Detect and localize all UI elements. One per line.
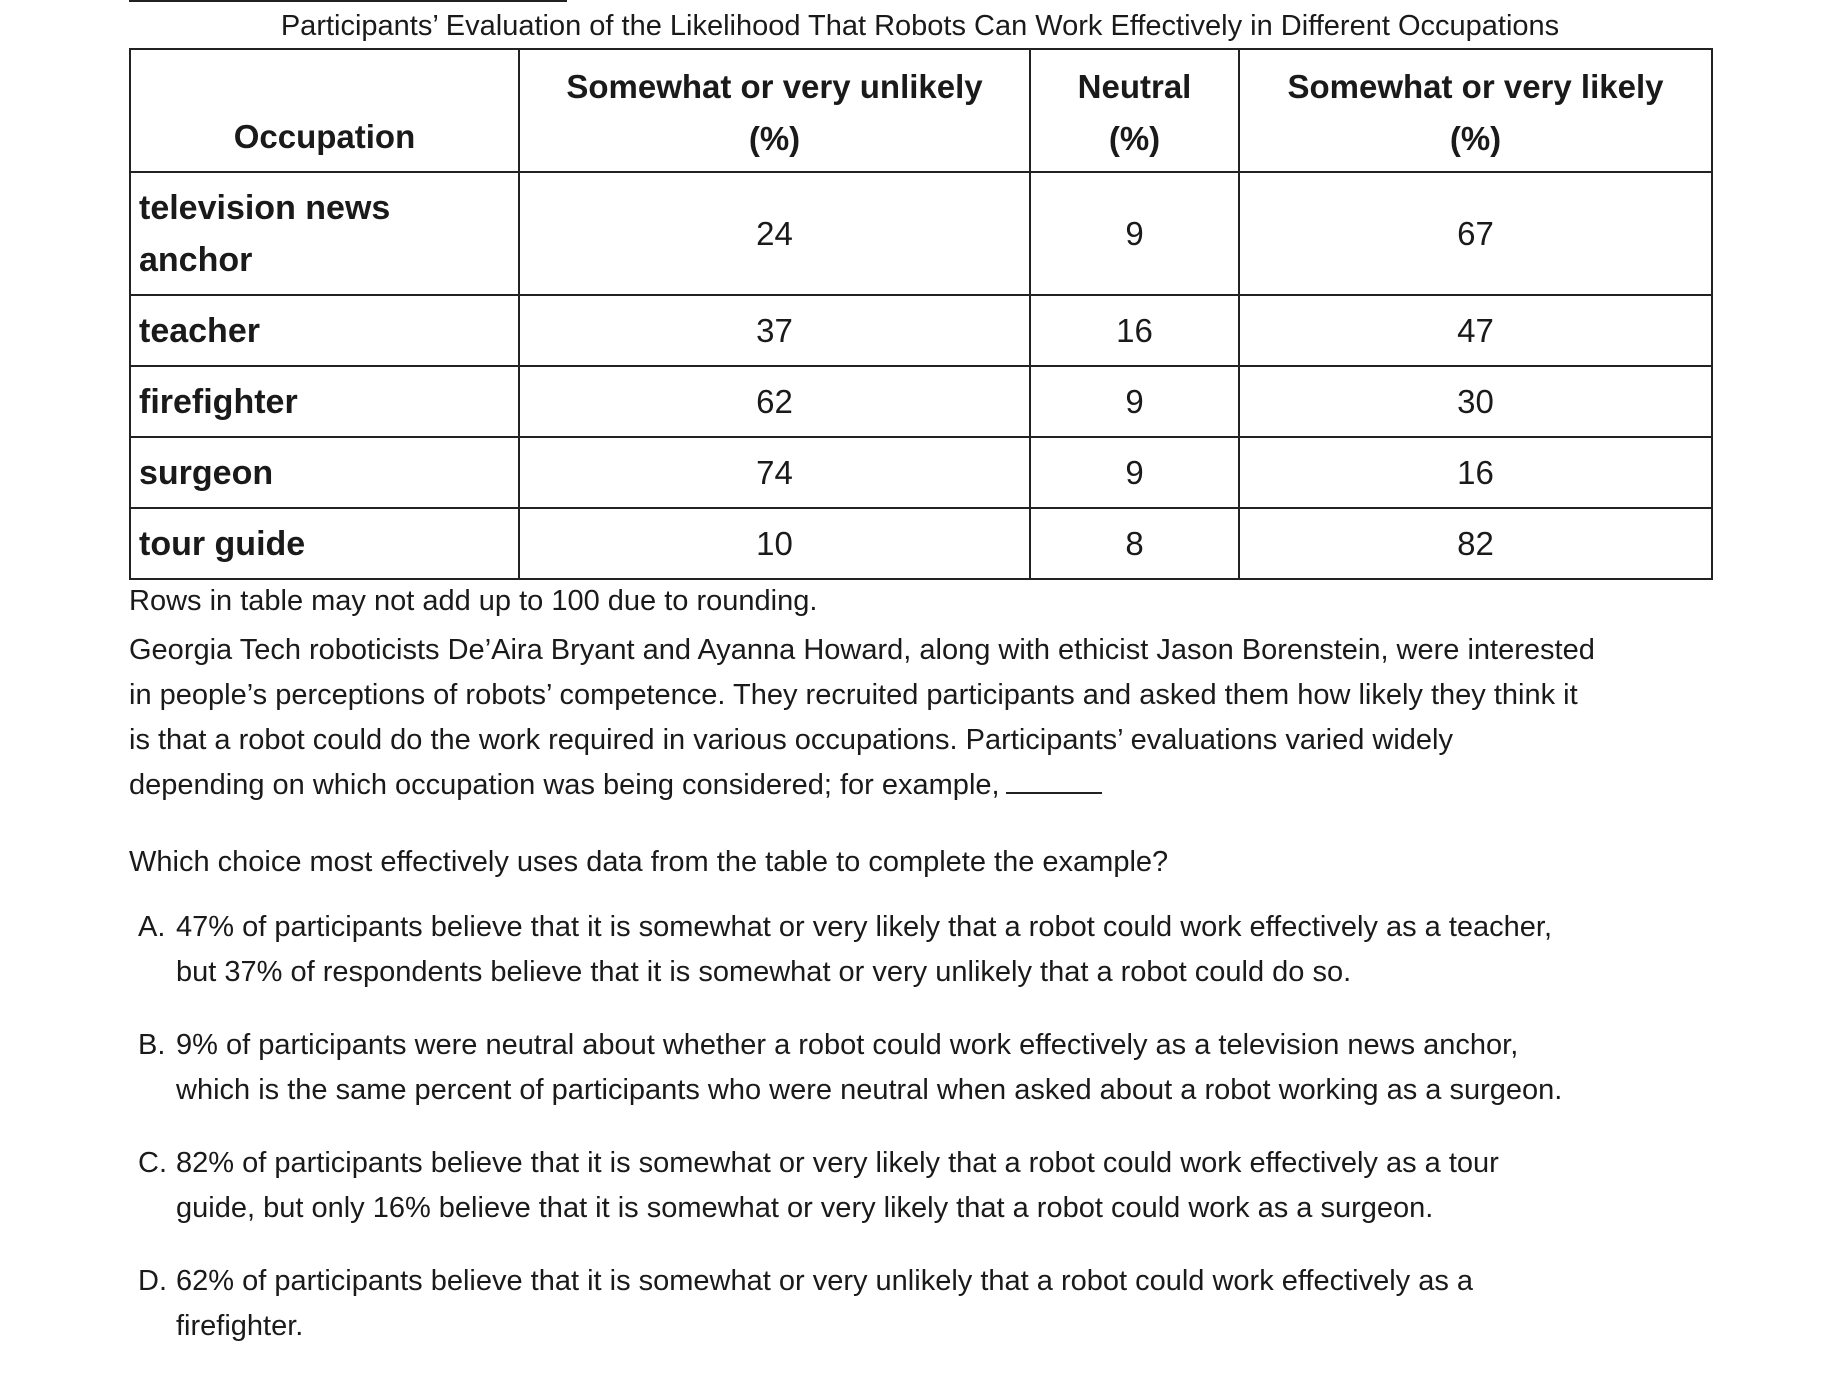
- choice-line: 62% of participants believe that it is s…: [176, 1265, 1474, 1297]
- choice-a[interactable]: A. 47% of participants believe that it i…: [138, 905, 1718, 995]
- passage-text: Georgia Tech roboticists De’Aira Bryant …: [129, 628, 1719, 808]
- cell-occupation: tour guide: [129, 507, 520, 580]
- cell-unlikely: 62: [518, 365, 1031, 438]
- passage-line-text: depending on which occupation was being …: [129, 769, 1000, 801]
- answer-blank: [1005, 768, 1102, 794]
- data-table: Occupation Somewhat or very unlikely (%)…: [129, 48, 1713, 580]
- choice-d[interactable]: D. 62% of participants believe that it i…: [138, 1259, 1718, 1349]
- occupation-line2: anchor: [139, 240, 253, 279]
- passage-line: in people’s perceptions of robots’ compe…: [129, 679, 1578, 711]
- header-neutral: Neutral (%): [1029, 48, 1240, 173]
- header-likely: Somewhat or very likely (%): [1238, 48, 1713, 173]
- table-row: teacher 37 16 47: [129, 294, 1713, 367]
- table-note: Rows in table may not add up to 100 due …: [129, 585, 818, 617]
- header-line1: Somewhat or very unlikely: [566, 68, 983, 105]
- choice-line: guide, but only 16% believe that it is s…: [176, 1192, 1434, 1224]
- cell-occupation: teacher: [129, 294, 520, 367]
- cell-occupation: firefighter: [129, 365, 520, 438]
- cell-unlikely: 37: [518, 294, 1031, 367]
- choice-line: but 37% of respondents believe that it i…: [176, 956, 1352, 988]
- cell-unlikely: 74: [518, 436, 1031, 509]
- choice-line: 47% of participants believe that it is s…: [176, 911, 1553, 943]
- header-line1: Somewhat or very likely: [1287, 68, 1664, 105]
- table-row: firefighter 62 9 30: [129, 365, 1713, 438]
- choice-b[interactable]: B. 9% of participants were neutral about…: [138, 1023, 1718, 1113]
- header-line2: (%): [748, 120, 801, 157]
- cell-likely: 67: [1238, 171, 1713, 296]
- choice-letter: B.: [138, 1029, 166, 1061]
- header-line2: (%): [1449, 120, 1502, 157]
- header-line2: Occupation: [233, 118, 416, 155]
- cell-likely: 82: [1238, 507, 1713, 580]
- choice-letter: C.: [138, 1147, 167, 1179]
- cell-occupation: surgeon: [129, 436, 520, 509]
- header-line2: (%): [1108, 120, 1161, 157]
- choice-line: 9% of participants were neutral about wh…: [176, 1029, 1519, 1061]
- table-row: television news anchor 24 9 67: [129, 171, 1713, 296]
- choice-c[interactable]: C. 82% of participants believe that it i…: [138, 1141, 1718, 1231]
- header-unlikely: Somewhat or very unlikely (%): [518, 48, 1031, 173]
- choice-line: which is the same percent of participant…: [176, 1074, 1563, 1106]
- cell-occupation: television news anchor: [129, 171, 520, 296]
- table-row: surgeon 74 9 16: [129, 436, 1713, 509]
- occupation-line1: television news: [139, 188, 391, 227]
- table-row: tour guide 10 8 82: [129, 507, 1713, 580]
- table-caption: Participants’ Evaluation of the Likeliho…: [280, 10, 1560, 42]
- header-line1: Neutral: [1077, 68, 1192, 105]
- cell-neutral: 9: [1029, 436, 1240, 509]
- cell-unlikely: 24: [518, 171, 1031, 296]
- cell-likely: 30: [1238, 365, 1713, 438]
- question-prompt: Which choice most effectively uses data …: [129, 846, 1169, 878]
- choice-line: firefighter.: [176, 1310, 304, 1342]
- cell-neutral: 9: [1029, 365, 1240, 438]
- answer-choices: A. 47% of participants believe that it i…: [138, 905, 1718, 1377]
- choice-line: 82% of participants believe that it is s…: [176, 1147, 1499, 1179]
- cell-unlikely: 10: [518, 507, 1031, 580]
- cell-likely: 16: [1238, 436, 1713, 509]
- header-occupation: Occupation: [129, 48, 520, 173]
- table-header-row: Occupation Somewhat or very unlikely (%)…: [129, 48, 1713, 173]
- passage-line: is that a robot could do the work requir…: [129, 724, 1453, 756]
- cell-neutral: 8: [1029, 507, 1240, 580]
- choice-letter: D.: [138, 1265, 167, 1297]
- passage-line: Georgia Tech roboticists De’Aira Bryant …: [129, 634, 1595, 666]
- top-divider: [129, 0, 567, 2]
- choice-letter: A.: [138, 911, 166, 943]
- cell-neutral: 9: [1029, 171, 1240, 296]
- cell-likely: 47: [1238, 294, 1713, 367]
- cell-neutral: 16: [1029, 294, 1240, 367]
- passage-line: depending on which occupation was being …: [129, 763, 1719, 808]
